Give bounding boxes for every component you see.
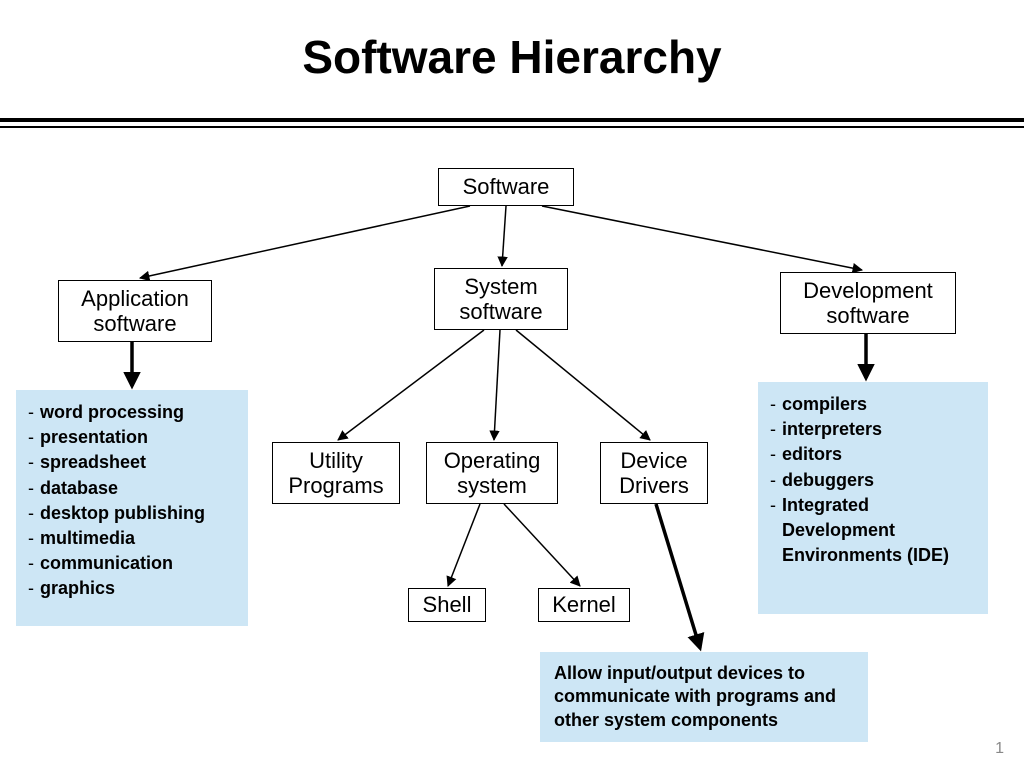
node-device: DeviceDrivers [600, 442, 708, 504]
list-item: -debuggers [770, 468, 976, 493]
list-item: -desktop publishing [28, 501, 236, 526]
list-item: -communication [28, 551, 236, 576]
list-item: -interpreters [770, 417, 976, 442]
list-item: -presentation [28, 425, 236, 450]
list-item: -graphics [28, 576, 236, 601]
list-item: -compilers [770, 392, 976, 417]
development-examples-box: -compilers-interpreters-editors-debugger… [758, 382, 988, 614]
list-item: -multimedia [28, 526, 236, 551]
list-item: -database [28, 476, 236, 501]
node-shell: Shell [408, 588, 486, 622]
node-application: Applicationsoftware [58, 280, 212, 342]
node-kernel: Kernel [538, 588, 630, 622]
list-item: -word processing [28, 400, 236, 425]
node-software: Software [438, 168, 574, 206]
title-rule-thin [0, 126, 1024, 128]
page-title: Software Hierarchy [0, 30, 1024, 84]
list-item: -editors [770, 442, 976, 467]
node-operating: Operatingsystem [426, 442, 558, 504]
list-item: -Integrated Development Environments (ID… [770, 493, 976, 569]
node-system: Systemsoftware [434, 268, 568, 330]
application-examples-box: -word processing-presentation-spreadshee… [16, 390, 248, 626]
list-item: -spreadsheet [28, 450, 236, 475]
device-drivers-description: Allow input/output devices to communicat… [540, 652, 868, 742]
page-number: 1 [995, 740, 1004, 758]
title-rule-thick [0, 118, 1024, 122]
node-development: Developmentsoftware [780, 272, 956, 334]
node-utility: UtilityPrograms [272, 442, 400, 504]
